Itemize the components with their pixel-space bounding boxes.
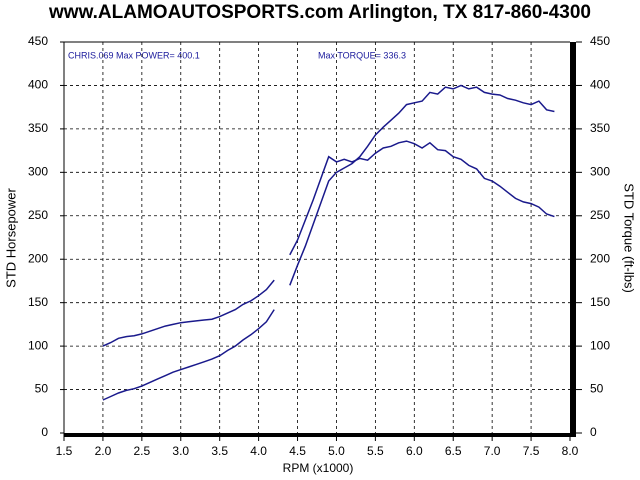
x-tick-label: 4.5 [289, 444, 306, 458]
x-tick-label: 4.0 [250, 444, 267, 458]
y-tick-label: 350 [28, 121, 48, 135]
y-tick-label: 300 [28, 165, 48, 179]
x-tick-label: 1.5 [56, 444, 73, 458]
x-tick-label: 7.0 [484, 444, 501, 458]
y2-tick-label: 400 [590, 78, 610, 92]
x-tick-label: 6.5 [445, 444, 462, 458]
y2-tick-label: 350 [590, 121, 610, 135]
y2-tick-label: 50 [590, 382, 604, 396]
y2-tick-label: 0 [590, 425, 597, 439]
axis-bar [570, 42, 576, 437]
axis-bar [64, 433, 576, 437]
y-tick-label: 50 [35, 382, 49, 396]
x-tick-label: 5.0 [328, 444, 345, 458]
y2-tick-label: 250 [590, 208, 610, 222]
y-tick-label: 450 [28, 34, 48, 48]
x-tick-label: 3.0 [172, 444, 189, 458]
x-tick-label: 7.5 [523, 444, 540, 458]
y2-tick-label: 450 [590, 34, 610, 48]
annotation: Max TORQUE= 336.3 [318, 50, 406, 60]
x-tick-label: 6.0 [406, 444, 423, 458]
y2-axis-label: STD Torque (ft-lbs) [622, 183, 637, 293]
y-tick-label: 250 [28, 208, 48, 222]
y-tick-label: 100 [28, 338, 48, 352]
y-tick-label: 200 [28, 251, 48, 265]
chart-title: www.ALAMOAUTOSPORTS.com Arlington, TX 81… [48, 2, 591, 23]
y-tick-label: 0 [41, 425, 48, 439]
y-tick-label: 150 [28, 295, 48, 309]
x-tick-label: 2.0 [95, 444, 112, 458]
y-axis-label: STD Horsepower [3, 187, 18, 287]
data-line [102, 140, 555, 347]
x-tick-label: 5.5 [367, 444, 384, 458]
x-tick-label: 8.0 [562, 444, 579, 458]
x-tick-label: 3.5 [211, 444, 228, 458]
y2-tick-label: 300 [590, 165, 610, 179]
x-tick-label: 2.5 [134, 444, 151, 458]
data-line [102, 84, 555, 401]
y-tick-label: 400 [28, 78, 48, 92]
x-axis-label: RPM (x1000) [283, 461, 354, 475]
y2-tick-label: 200 [590, 251, 610, 265]
y2-tick-label: 100 [590, 338, 610, 352]
y2-tick-label: 150 [590, 295, 610, 309]
annotation: CHRIS.069 Max POWER= 400.1 [68, 50, 200, 60]
